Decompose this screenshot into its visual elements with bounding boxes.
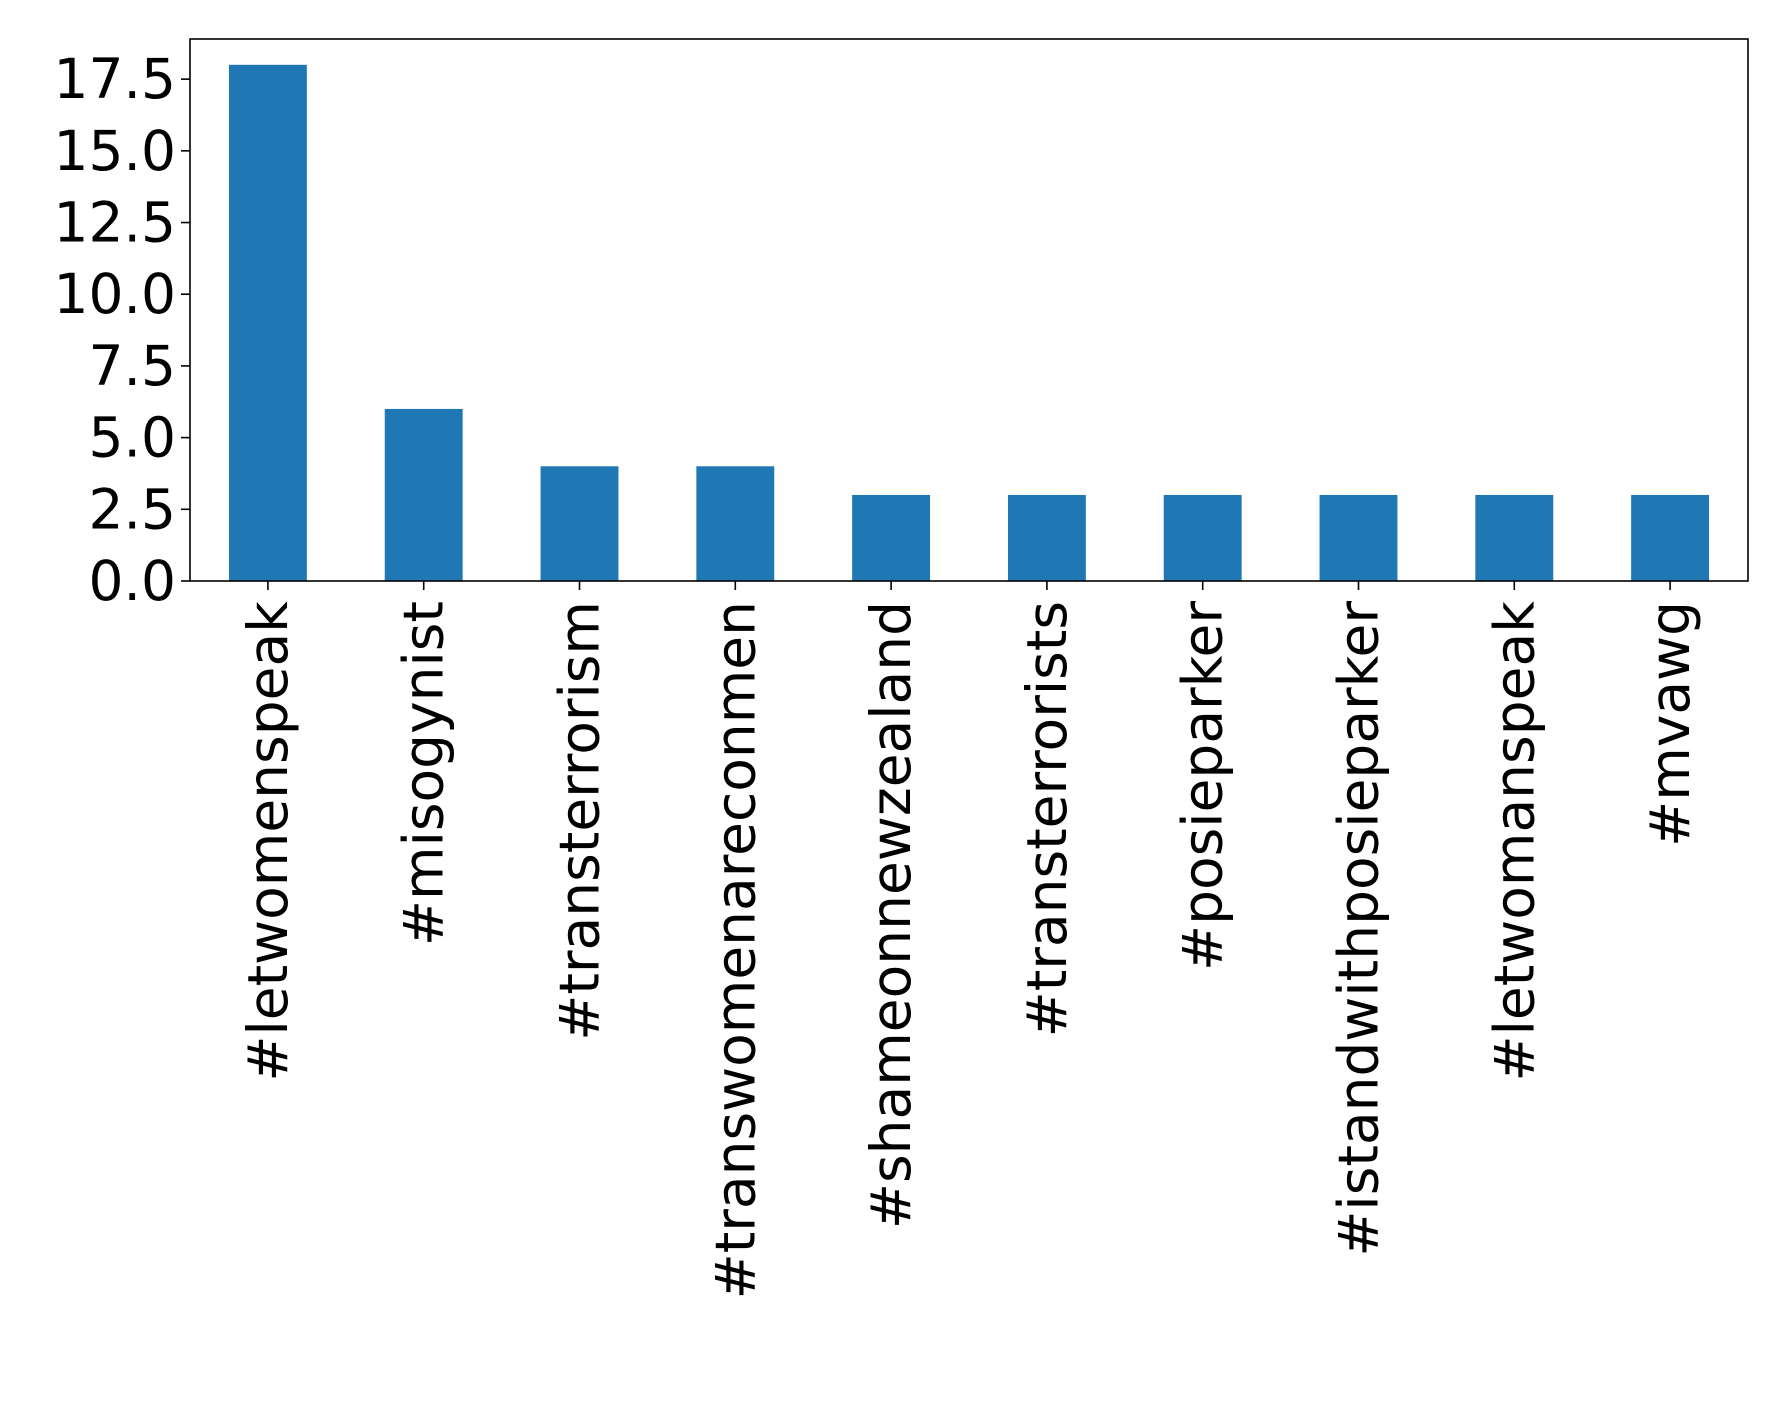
x-tick-label: #transwomenareconmen xyxy=(703,601,767,1299)
bars-layer xyxy=(228,64,1710,582)
x-tick-label: #misogynist xyxy=(392,601,456,946)
bar-7 xyxy=(1319,494,1398,581)
bar-9 xyxy=(1631,494,1710,581)
x-tick-label: #transterrorists xyxy=(1015,601,1079,1037)
y-tick-label: 7.5 xyxy=(89,334,176,398)
x-tick-label: #transterrorism xyxy=(548,601,612,1041)
x-tick-label: #letwomenspeak xyxy=(236,601,300,1082)
bar-4 xyxy=(852,494,931,581)
y-tick-label: 5.0 xyxy=(89,406,176,470)
y-axis: 0.0 2.5 5.0 7.5 10.0 12.5 15.0 17.5 xyxy=(54,47,190,613)
y-tick-label: 10.0 xyxy=(54,262,176,326)
bar-3 xyxy=(696,466,775,581)
x-tick-label: #shameonnewzealand xyxy=(859,601,923,1229)
plot-frame xyxy=(189,38,1749,582)
bar-2 xyxy=(540,466,619,581)
y-tick-label: 15.0 xyxy=(54,119,176,183)
y-tick-label: 2.5 xyxy=(89,477,176,541)
x-tick-label: #mvawg xyxy=(1638,601,1702,847)
bar-0 xyxy=(228,64,307,582)
bar-5 xyxy=(1007,494,1086,581)
bar-6 xyxy=(1163,494,1242,581)
y-tick-label: 0.0 xyxy=(89,549,176,613)
bar-1 xyxy=(384,408,463,581)
bar-8 xyxy=(1475,494,1554,581)
x-tick-label: #letwomanspeak xyxy=(1482,601,1546,1082)
y-tick-label: 12.5 xyxy=(54,191,176,255)
x-tick-label: #posieparker xyxy=(1171,601,1235,971)
x-tick-label: #istandwithposieparker xyxy=(1327,601,1391,1257)
x-axis: #letwomenspeak #misogynist #transterrorism… xyxy=(236,581,1702,1299)
y-tick-label: 17.5 xyxy=(54,47,176,111)
